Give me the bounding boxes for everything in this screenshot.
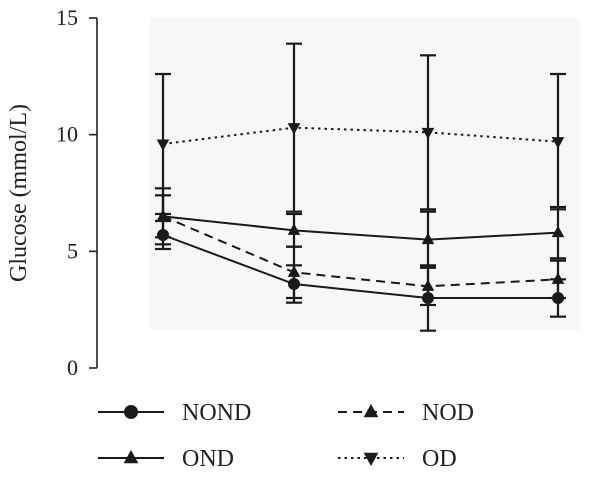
point-ond-1: [287, 223, 301, 235]
legend-item-od: OD: [338, 446, 457, 472]
series-od: [155, 42, 566, 216]
point-od-1: [287, 123, 301, 135]
point-od-2: [421, 127, 435, 140]
point-ond-2: [421, 232, 435, 245]
legend-item-ond: OND: [98, 446, 234, 472]
y-tick-label-1: 5: [67, 238, 78, 263]
legend-label-nond: NOND: [182, 400, 251, 426]
legend-marker-od: [363, 452, 379, 467]
y-axis: 0 5 10 15: [56, 5, 98, 380]
point-nod-1: [287, 265, 301, 277]
legend-item-nond: NOND: [98, 400, 251, 426]
legend-marker-nod: [363, 403, 379, 418]
y-tick-label-2: 10: [56, 122, 78, 147]
plot-background: [150, 18, 580, 330]
legend-item-nod: NOD: [338, 400, 474, 426]
series-line-nond: [162, 234, 558, 299]
point-od-0: [156, 139, 170, 151]
legend-label-ond: OND: [182, 446, 234, 472]
y-axis-title: Glucose (mmol/L): [6, 104, 32, 282]
point-od-3: [551, 137, 565, 149]
point-nod-2: [421, 279, 435, 291]
series-line-od: [162, 126, 559, 145]
point-ond-3: [551, 225, 565, 238]
series-line-ond: [162, 215, 559, 241]
legend: NOND NOD OND OD: [98, 400, 474, 472]
legend-marker-ond: [123, 449, 139, 464]
point-ond-0: [156, 209, 170, 221]
legend-label-nod: NOD: [422, 400, 474, 426]
legend-label-od: OD: [422, 446, 457, 472]
point-nod-3: [551, 272, 565, 284]
y-tick-label-0: 0: [67, 355, 78, 380]
legend-marker-nond: [124, 405, 138, 419]
series-layer: [155, 42, 566, 332]
y-tick-label-3: 15: [56, 5, 78, 30]
